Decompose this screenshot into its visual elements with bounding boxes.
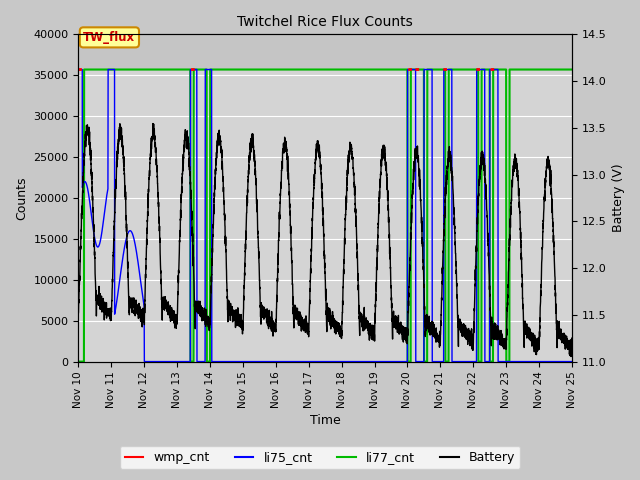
Bar	[79, 35, 572, 71]
Legend: wmp_cnt, li75_cnt, li77_cnt, Battery: wmp_cnt, li75_cnt, li77_cnt, Battery	[120, 446, 520, 469]
X-axis label: Time: Time	[310, 414, 340, 427]
Text: TW_flux: TW_flux	[83, 31, 136, 44]
Y-axis label: Battery (V): Battery (V)	[612, 164, 625, 232]
Title: Twitchel Rice Flux Counts: Twitchel Rice Flux Counts	[237, 15, 413, 29]
Y-axis label: Counts: Counts	[15, 176, 28, 220]
